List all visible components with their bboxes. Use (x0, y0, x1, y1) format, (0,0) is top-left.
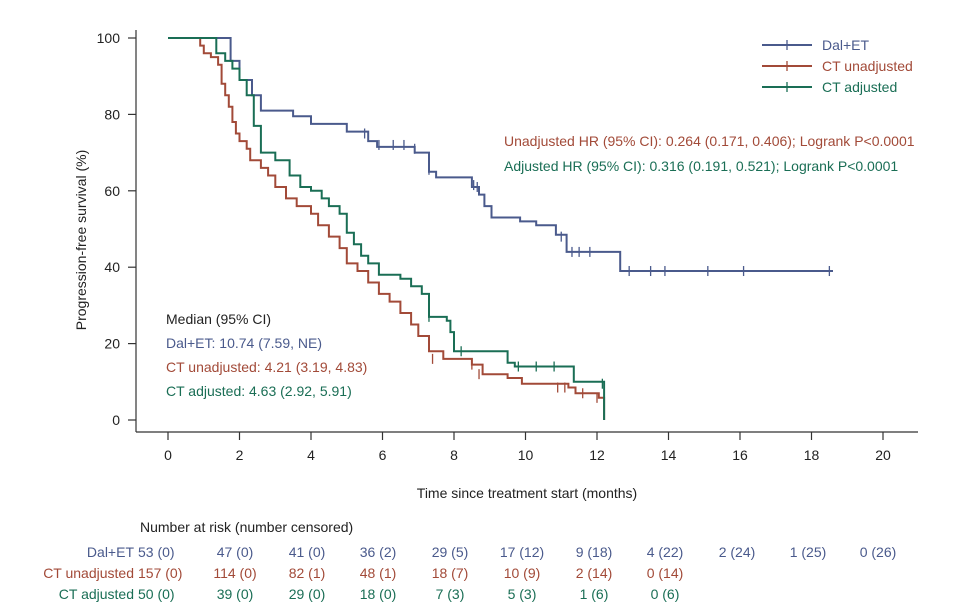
legend-label: CT unadjusted (822, 58, 913, 74)
risk-cell: 18 (7) (432, 565, 469, 581)
legend-label: CT adjusted (822, 79, 897, 95)
x-tick-label: 8 (450, 447, 458, 463)
risk-cell: 1 (25) (790, 544, 827, 560)
survival-line (168, 37, 833, 272)
axes: 0 20 40 60 80 100 0 2 4 6 8 10 12 14 16 18 20 Time since … (73, 30, 918, 501)
risk-cell: 39 (0) (217, 586, 254, 602)
median-title: Median (95% CI) (166, 311, 271, 327)
survival-line (168, 37, 606, 420)
legend: Dal+ET CT unadjusted CT adjusted (762, 37, 913, 95)
y-tick-label: 80 (104, 106, 120, 122)
risk-cell: 0 (26) (860, 544, 897, 560)
legend-item: CT unadjusted (762, 58, 913, 74)
risk-cell: 2 (24) (719, 544, 756, 560)
risk-cell: 17 (12) (500, 544, 544, 560)
x-tick-label: 20 (875, 447, 891, 463)
risk-cell: 18 (0) (360, 586, 397, 602)
risk-row-label: CT adjusted (59, 586, 134, 602)
x-tick-label: 2 (236, 447, 244, 463)
x-tick-label: 0 (164, 447, 172, 463)
risk-cell: 53 (0) (138, 544, 175, 560)
survival-curves (168, 37, 833, 420)
y-tick-label: 20 (104, 336, 120, 352)
risk-cell: 50 (0) (138, 586, 175, 602)
median-entry: Dal+ET: 10.74 (7.59, NE) (166, 335, 322, 351)
median-entry: CT unadjusted: 4.21 (3.19, 4.83) (166, 359, 367, 375)
risk-cell: 82 (1) (289, 565, 326, 581)
series-dal-et (168, 37, 833, 277)
risk-cell: 4 (22) (647, 544, 684, 560)
legend-item: Dal+ET (762, 37, 870, 53)
y-axis-title: Progression-free survival (%) (73, 150, 89, 331)
risk-cell: 157 (0) (138, 565, 182, 581)
risk-cell: 29 (0) (289, 586, 326, 602)
risk-cell: 0 (6) (651, 586, 680, 602)
risk-row-label: CT unadjusted (43, 565, 134, 581)
x-axis-title: Time since treatment start (months) (417, 485, 637, 501)
y-tick-label: 40 (104, 259, 120, 275)
y-tick-label: 60 (104, 183, 120, 199)
risk-cell: 36 (2) (360, 544, 397, 560)
risk-row: CT adjusted 50 (0) 39 (0) 29 (0) 18 (0) 7 (3)… (59, 586, 680, 602)
x-tick-label: 12 (589, 447, 605, 463)
risk-table-title: Number at risk (number censored) (140, 519, 353, 535)
survival-line (168, 37, 606, 420)
risk-cell: 41 (0) (289, 544, 326, 560)
risk-row-label: Dal+ET (87, 544, 135, 560)
annotations: Unadjusted HR (95% CI): 0.264 (0.171, 0.… (166, 133, 915, 399)
x-tick-label: 16 (732, 447, 748, 463)
risk-cell: 7 (3) (436, 586, 465, 602)
legend-label: Dal+ET (822, 37, 870, 53)
legend-item: CT adjusted (762, 79, 897, 95)
hr-annotation: Adjusted HR (95% CI): 0.316 (0.191, 0.52… (504, 158, 898, 174)
risk-cell: 1 (6) (580, 586, 609, 602)
x-tick-label: 14 (661, 447, 677, 463)
risk-cell: 114 (0) (213, 565, 256, 581)
risk-row: CT unadjusted 157 (0) 114 (0) 82 (1) 48 (1) 1… (43, 565, 683, 581)
x-tick-label: 18 (804, 447, 820, 463)
risk-cell: 2 (14) (576, 565, 613, 581)
risk-cell: 29 (5) (432, 544, 469, 560)
y-tick-label: 0 (112, 412, 120, 428)
risk-cell: 9 (18) (576, 544, 613, 560)
risk-table: Number at risk (number censored) Dal+ET 53… (43, 519, 896, 602)
risk-row: Dal+ET 53 (0) 47 (0) 41 (0) 36 (2) 29 (5) 17 (… (87, 544, 896, 560)
y-tick-label: 100 (97, 30, 121, 46)
hr-annotation: Unadjusted HR (95% CI): 0.264 (0.171, 0.… (504, 133, 915, 149)
risk-cell: 5 (3) (508, 586, 537, 602)
x-tick-label: 10 (518, 447, 534, 463)
risk-cell: 48 (1) (360, 565, 397, 581)
risk-cell: 10 (9) (504, 565, 541, 581)
x-tick-label: 6 (379, 447, 387, 463)
risk-cell: 0 (14) (647, 565, 684, 581)
series-ct-unadjusted (168, 37, 606, 420)
median-entry: CT adjusted: 4.63 (2.92, 5.91) (166, 383, 352, 399)
x-tick-label: 4 (307, 447, 315, 463)
series-ct-adjusted (168, 37, 606, 420)
risk-cell: 47 (0) (217, 544, 254, 560)
